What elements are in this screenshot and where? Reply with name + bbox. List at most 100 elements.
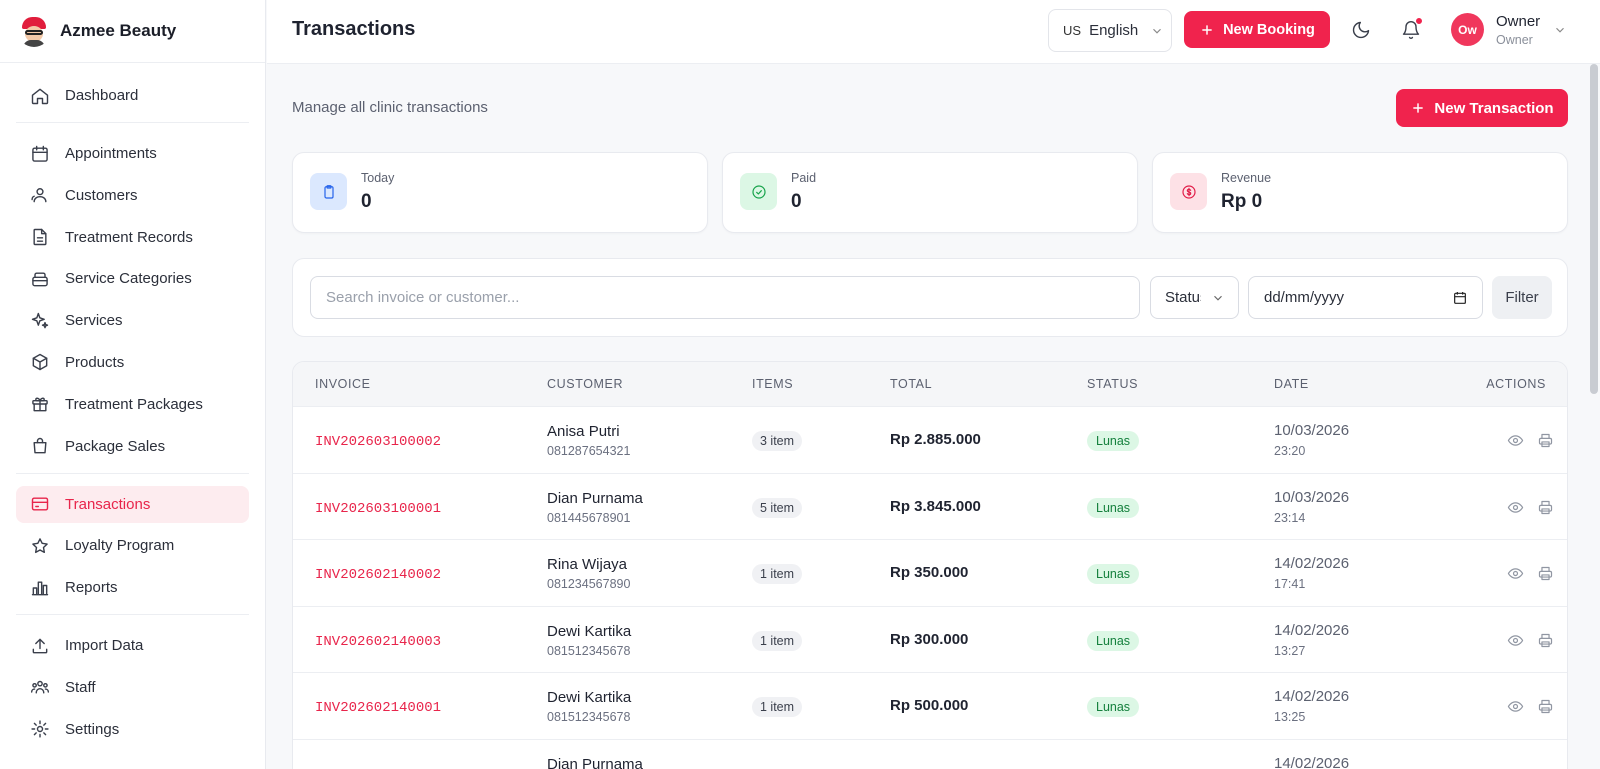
view-button[interactable]	[1507, 432, 1524, 449]
table-row[interactable]: Dian Purnama 14/02/2026	[293, 738, 1567, 769]
search-input[interactable]	[310, 276, 1140, 319]
sidebar-item-loyalty-program[interactable]: Loyalty Program	[16, 527, 249, 564]
sidebar-item-staff[interactable]: Staff	[16, 669, 249, 706]
calendar-icon	[32, 145, 48, 162]
sidebar-item-dashboard[interactable]: Dashboard	[16, 77, 249, 114]
customer-phone: 081234567890	[547, 577, 631, 591]
table-row[interactable]: INV202603100001 Dian Purnama 081445678901 5…	[293, 472, 1567, 541]
theme-toggle-button[interactable]	[1347, 16, 1375, 44]
team-icon	[30, 681, 50, 695]
home-icon	[31, 88, 49, 104]
gear-icon	[31, 720, 49, 738]
transaction-total: Rp 300.000	[890, 630, 969, 648]
new-transaction-button[interactable]: New Transaction	[1396, 89, 1568, 127]
plus-icon	[1413, 103, 1424, 113]
sidebar-item-package-sales[interactable]: Package Sales	[16, 428, 249, 465]
sidebar-item-transactions[interactable]: Transactions	[16, 485, 249, 523]
stat-card-revenue: Revenue Rp 0	[1152, 152, 1568, 233]
table-row[interactable]: INV202602140003 Dewi Kartika 081512345678 1…	[293, 605, 1567, 674]
sidebar-item-appointments[interactable]: Appointments	[16, 135, 249, 172]
view-button[interactable]	[1507, 698, 1524, 715]
eye-icon	[1507, 568, 1524, 579]
sidebar-item-label: Dashboard	[65, 87, 139, 104]
customer-name: Dewi Kartika	[547, 622, 632, 640]
sidebar-item-customers[interactable]: Customers	[16, 177, 249, 214]
table-row[interactable]: INV202602140001 Dewi Kartika 081512345678 1…	[293, 672, 1567, 740]
notifications-button[interactable]	[1397, 16, 1425, 44]
transaction-time: 13:27	[1274, 643, 1306, 658]
sidebar: Azmee Beauty Dashboard Appointments Custom…	[0, 0, 266, 769]
invoice-link[interactable]: INV202602140001	[315, 700, 442, 716]
sidebar-item-label: Treatment Packages	[65, 395, 203, 413]
upload-icon	[32, 638, 48, 654]
users-icon	[31, 188, 47, 203]
sidebar-item-import-data[interactable]: Import Data	[16, 627, 249, 664]
date-input[interactable]: dd/mm/yyyy	[1248, 276, 1483, 319]
table-row[interactable]: INV202603100002 Anisa Putri 081287654321 3 …	[293, 406, 1567, 474]
sidebar-item-label: Appointments	[65, 145, 157, 162]
table-row[interactable]: INV202602140002 Rina Wijaya 081234567890 1 …	[293, 539, 1567, 607]
calendar-icon[interactable]	[1452, 290, 1468, 306]
customer-name: Rina Wijaya	[547, 556, 628, 573]
view-button[interactable]	[1507, 632, 1524, 649]
sidebar-item-label: Customers	[65, 186, 138, 204]
print-button[interactable]	[1537, 499, 1554, 516]
sidebar-item-service-categories[interactable]: Service Categories	[16, 260, 249, 297]
sidebar-nav: Dashboard Appointments Customers Treatment …	[0, 63, 265, 748]
column-header-items: ITEMS	[752, 377, 794, 391]
stat-label: Revenue	[1221, 171, 1272, 185]
transaction-time: 23:14	[1274, 510, 1306, 525]
view-button[interactable]	[1507, 499, 1524, 516]
sidebar-item-settings[interactable]: Settings	[16, 711, 249, 748]
page-subtitle: Manage all clinic transactions	[292, 99, 488, 116]
status-badge: Lunas	[1087, 564, 1140, 584]
printer-icon	[1538, 433, 1553, 448]
invoice-link[interactable]: INV202602140003	[315, 633, 442, 650]
invoice-link[interactable]: INV202603100001	[315, 500, 442, 517]
stat-value: 0	[361, 191, 372, 212]
print-button[interactable]	[1537, 565, 1554, 582]
invoice-link[interactable]: INV202603100002	[315, 434, 442, 450]
sidebar-item-treatment-records[interactable]: Treatment Records	[16, 219, 249, 256]
print-button[interactable]	[1537, 698, 1554, 715]
sidebar-item-label: Products	[65, 353, 125, 371]
transaction-time: 13:25	[1274, 710, 1306, 724]
stat-value: Rp 0	[1221, 191, 1263, 212]
view-button[interactable]	[1507, 565, 1524, 582]
user-name[interactable]: Owner	[1496, 13, 1541, 30]
brand[interactable]: Azmee Beauty	[0, 0, 265, 63]
sparkles-icon	[31, 312, 49, 329]
status-select[interactable]: Status	[1150, 276, 1239, 319]
new-booking-button[interactable]: New Booking	[1184, 11, 1330, 48]
stat-icon-box	[310, 173, 347, 210]
nav-divider	[16, 472, 249, 474]
dollar-circle-icon	[1181, 184, 1196, 199]
transaction-date: 14/02/2026	[1274, 621, 1350, 639]
language-selector[interactable]: US English	[1048, 9, 1172, 52]
print-button[interactable]	[1537, 432, 1554, 449]
transaction-date: 14/02/2026	[1274, 754, 1350, 769]
status-badge: Lunas	[1087, 431, 1140, 451]
sidebar-item-label: Settings	[65, 720, 120, 738]
transaction-total: Rp 3.845.000	[890, 497, 981, 515]
customer-name: Dian Purnama	[547, 489, 643, 507]
column-header-customer: CUSTOMER	[547, 377, 624, 391]
page-scrollbar[interactable]	[1590, 64, 1598, 394]
filter-button[interactable]: Filter	[1492, 276, 1552, 319]
transaction-total: Rp 350.000	[890, 564, 969, 581]
sidebar-item-services[interactable]: Services	[16, 302, 249, 339]
status-badge: Lunas	[1087, 497, 1140, 518]
sidebar-item-label: Services	[65, 312, 123, 330]
avatar[interactable]: Ow	[1451, 13, 1484, 46]
print-button[interactable]	[1537, 632, 1554, 649]
printer-icon	[1538, 500, 1553, 514]
chevron-down-icon[interactable]	[1553, 23, 1567, 37]
transaction-date: 14/02/2026	[1274, 688, 1350, 705]
sidebar-item-products[interactable]: Products	[16, 344, 249, 381]
table-header: INVOICE CUSTOMER ITEMS TOTAL STATUS DATE ACTIO…	[293, 362, 1567, 406]
sidebar-item-label: Package Sales	[65, 437, 166, 455]
invoice-link[interactable]: INV202602140002	[315, 567, 442, 583]
sidebar-item-treatment-packages[interactable]: Treatment Packages	[16, 386, 249, 423]
sidebar-item-reports[interactable]: Reports	[16, 569, 249, 606]
sidebar-item-label: Transactions	[65, 495, 151, 513]
